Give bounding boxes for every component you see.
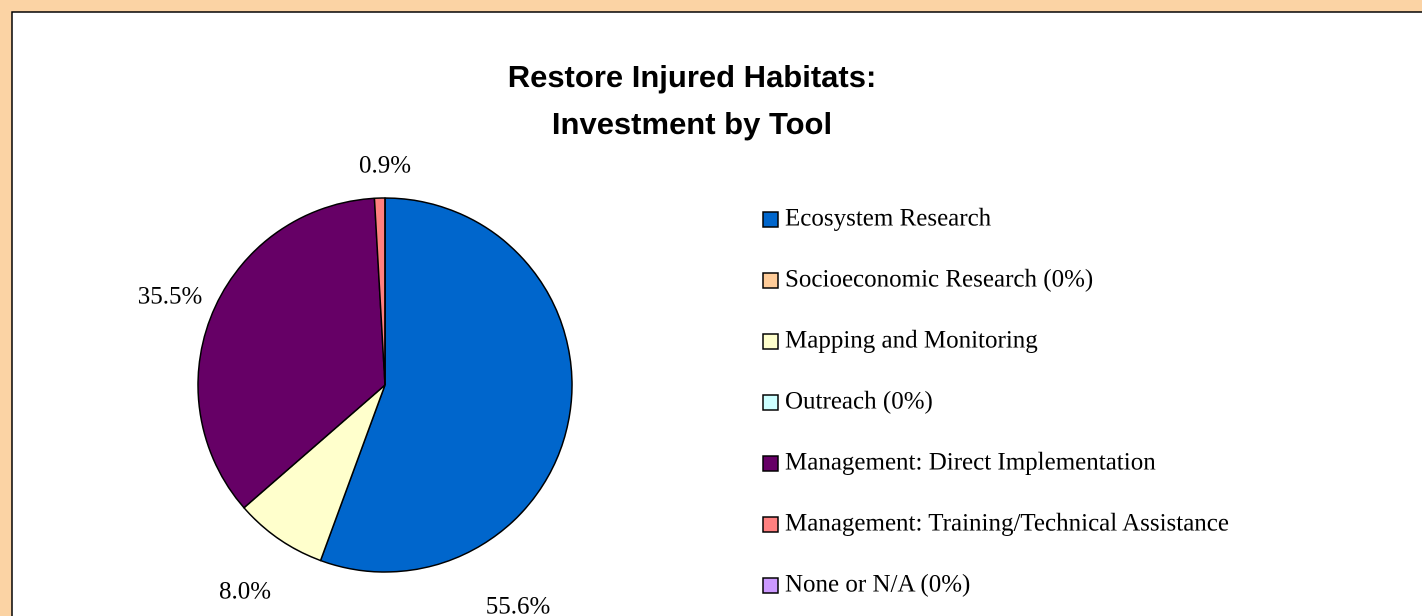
legend-label: Mapping and Monitoring [785,327,1038,354]
legend-swatch [762,211,779,228]
legend-label: Management: Direct Implementation [785,449,1156,476]
legend-swatch [762,272,779,289]
data-label: 35.5% [138,283,203,310]
legend-label: Socioeconomic Research (0%) [785,266,1093,293]
pie-slice [242,384,386,562]
chart-title: Investment by Tool [552,106,832,141]
legend-label: None or N/A (0%) [785,571,970,598]
legend-swatch [762,577,779,594]
legend-swatch [762,516,779,533]
legend-label: Management: Training/Technical Assistanc… [785,510,1229,537]
chart-title: Restore Injured Habitats: [508,59,877,94]
pie-slice [197,197,386,509]
data-label: 8.0% [219,578,271,605]
legend-swatch [762,455,779,472]
legend-label: Outreach (0%) [785,388,933,415]
data-label: 55.6% [486,593,551,616]
legend-label: Ecosystem Research [785,205,992,232]
legend-swatch [762,333,779,350]
data-label: 0.9% [359,152,411,179]
legend-swatch [762,394,779,411]
pie-slice [319,197,573,573]
